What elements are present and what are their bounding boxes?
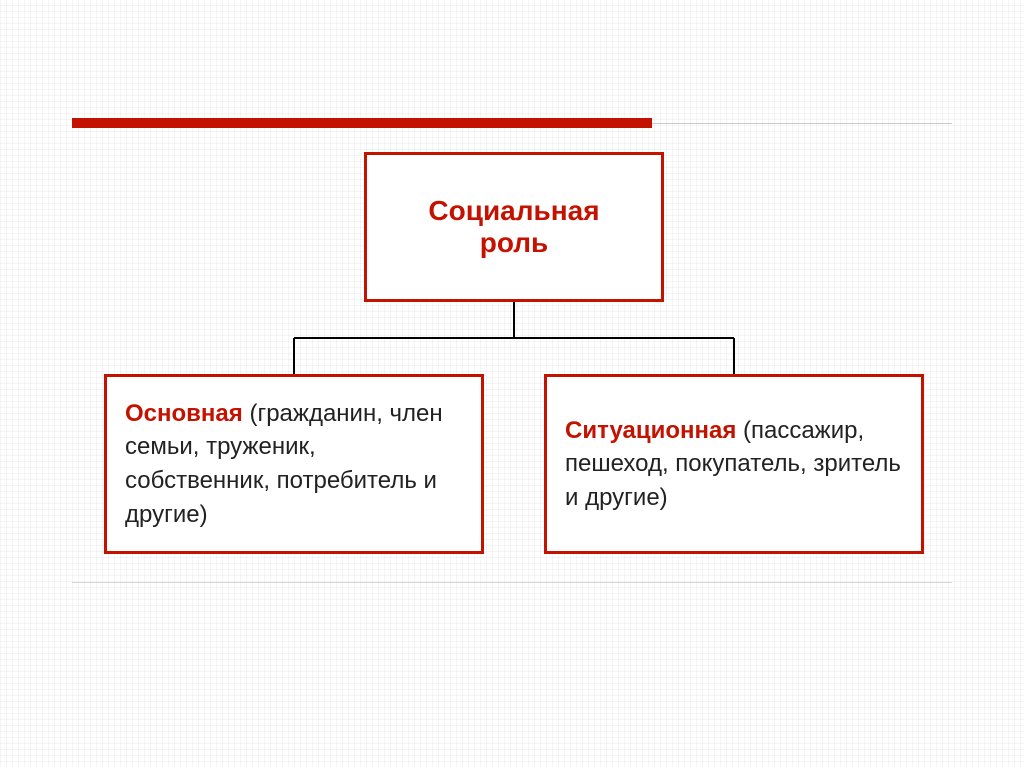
title-underline-thin	[652, 123, 952, 124]
child-node-right: Ситуационная (пассажир, пешеход, покупат…	[544, 374, 924, 554]
child-left-emph: Основная	[125, 400, 243, 427]
title-underline-thick	[72, 118, 652, 128]
root-line2: роль	[480, 227, 549, 258]
child-left-text: Основная (гражданин, член семьи, тружени…	[125, 397, 463, 531]
child-right-emph: Ситуационная	[565, 417, 736, 444]
root-node: Социальная роль	[364, 152, 664, 302]
slide-canvas: Социальная роль Основная (гражданин, чле…	[0, 0, 1024, 767]
child-right-text: Ситуационная (пассажир, пешеход, покупат…	[565, 414, 903, 515]
child-node-left: Основная (гражданин, член семьи, тружени…	[104, 374, 484, 554]
bottom-separator	[72, 582, 952, 583]
root-label: Социальная роль	[428, 195, 599, 259]
root-line1: Социальная	[428, 195, 599, 226]
